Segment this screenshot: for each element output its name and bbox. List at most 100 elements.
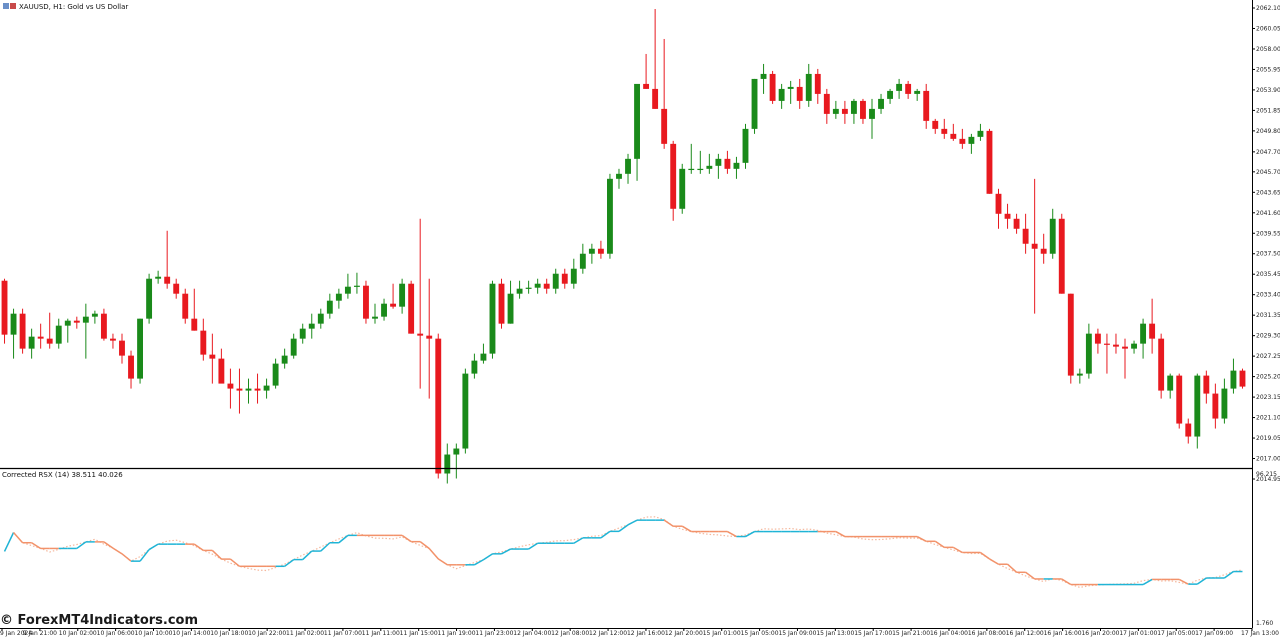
candle[interactable] bbox=[1013, 213, 1020, 234]
candle[interactable] bbox=[525, 280, 532, 294]
candle[interactable] bbox=[1076, 368, 1083, 384]
candle[interactable] bbox=[652, 8, 659, 109]
candle[interactable] bbox=[471, 353, 478, 379]
candle[interactable] bbox=[751, 78, 758, 134]
candle[interactable] bbox=[110, 333, 116, 349]
candle[interactable] bbox=[579, 243, 586, 274]
candle[interactable] bbox=[308, 313, 315, 339]
candle[interactable] bbox=[1167, 373, 1174, 399]
candle[interactable] bbox=[995, 188, 1002, 229]
candle[interactable] bbox=[742, 123, 749, 169]
candle[interactable] bbox=[543, 278, 550, 294]
candle[interactable] bbox=[1149, 298, 1156, 354]
candle[interactable] bbox=[823, 88, 830, 124]
candle[interactable] bbox=[1058, 213, 1065, 294]
candle[interactable] bbox=[860, 98, 866, 124]
candle[interactable] bbox=[317, 308, 324, 329]
candle[interactable] bbox=[1221, 378, 1228, 424]
candle[interactable] bbox=[914, 88, 921, 101]
candle[interactable] bbox=[1212, 383, 1219, 429]
candle[interactable] bbox=[616, 168, 622, 189]
candle[interactable] bbox=[887, 88, 894, 104]
candle[interactable] bbox=[326, 293, 333, 319]
candle[interactable] bbox=[353, 272, 360, 294]
candle[interactable] bbox=[760, 63, 767, 94]
candle[interactable] bbox=[55, 318, 62, 349]
candle[interactable] bbox=[787, 80, 794, 104]
candle[interactable] bbox=[119, 333, 125, 364]
candle[interactable] bbox=[1203, 370, 1210, 404]
candle[interactable] bbox=[453, 443, 460, 479]
candle[interactable] bbox=[670, 140, 677, 221]
candle[interactable] bbox=[1094, 328, 1101, 354]
candle[interactable] bbox=[1004, 203, 1011, 229]
candle[interactable] bbox=[1230, 358, 1237, 394]
candle[interactable] bbox=[814, 68, 821, 104]
candle[interactable] bbox=[1194, 373, 1201, 449]
candle[interactable] bbox=[218, 348, 225, 384]
candle[interactable] bbox=[155, 270, 162, 284]
candle[interactable] bbox=[281, 348, 288, 369]
candle[interactable] bbox=[182, 288, 189, 324]
candle[interactable] bbox=[778, 83, 785, 109]
candle[interactable] bbox=[426, 278, 433, 399]
candle[interactable] bbox=[724, 150, 731, 174]
candle[interactable] bbox=[607, 173, 613, 259]
candle[interactable] bbox=[236, 368, 243, 414]
candle[interactable] bbox=[561, 268, 568, 289]
candle[interactable] bbox=[408, 280, 415, 334]
candle[interactable] bbox=[923, 83, 930, 129]
candle[interactable] bbox=[435, 333, 442, 479]
candle[interactable] bbox=[679, 163, 686, 214]
candle[interactable] bbox=[905, 80, 912, 99]
candle[interactable] bbox=[272, 358, 279, 389]
candle[interactable] bbox=[507, 280, 514, 324]
candle[interactable] bbox=[1239, 368, 1246, 389]
candle[interactable] bbox=[869, 98, 875, 139]
candle[interactable] bbox=[10, 308, 17, 359]
candle[interactable] bbox=[191, 288, 198, 331]
candle[interactable] bbox=[200, 318, 207, 361]
candle[interactable] bbox=[733, 156, 740, 179]
candle[interactable] bbox=[588, 243, 595, 264]
candle[interactable] bbox=[1122, 338, 1128, 379]
candle[interactable] bbox=[417, 218, 424, 389]
candle[interactable] bbox=[977, 123, 984, 141]
candle[interactable] bbox=[950, 123, 957, 141]
candle[interactable] bbox=[263, 378, 270, 399]
candle[interactable] bbox=[534, 278, 541, 294]
candle[interactable] bbox=[19, 308, 26, 354]
candle[interactable] bbox=[489, 280, 496, 359]
candle[interactable] bbox=[570, 258, 577, 289]
candle[interactable] bbox=[128, 350, 134, 389]
candle[interactable] bbox=[1140, 318, 1147, 359]
candle[interactable] bbox=[37, 323, 44, 349]
candle[interactable] bbox=[390, 283, 397, 309]
candle[interactable] bbox=[254, 373, 261, 404]
candle[interactable] bbox=[850, 98, 857, 124]
candle[interactable] bbox=[516, 280, 523, 299]
candle[interactable] bbox=[643, 53, 650, 89]
candle[interactable] bbox=[372, 303, 378, 324]
price-pane[interactable] bbox=[1, 8, 1246, 484]
candle[interactable] bbox=[498, 278, 505, 329]
candle[interactable] bbox=[1104, 333, 1110, 374]
candle[interactable] bbox=[805, 63, 812, 107]
candle[interactable] bbox=[625, 153, 631, 184]
candle[interactable] bbox=[344, 273, 351, 299]
candle[interactable] bbox=[164, 230, 171, 289]
candle[interactable] bbox=[1049, 208, 1056, 259]
indicator-pane[interactable] bbox=[3, 516, 1243, 589]
candle[interactable] bbox=[100, 308, 107, 341]
candle[interactable] bbox=[82, 303, 89, 359]
candle[interactable] bbox=[959, 128, 966, 149]
candle[interactable] bbox=[661, 38, 668, 149]
candle[interactable] bbox=[173, 278, 180, 299]
candle[interactable] bbox=[552, 268, 559, 294]
candle[interactable] bbox=[941, 118, 948, 139]
candle[interactable] bbox=[986, 128, 993, 194]
candle[interactable] bbox=[227, 368, 234, 409]
candle[interactable] bbox=[1022, 213, 1029, 254]
candle[interactable] bbox=[932, 118, 939, 134]
